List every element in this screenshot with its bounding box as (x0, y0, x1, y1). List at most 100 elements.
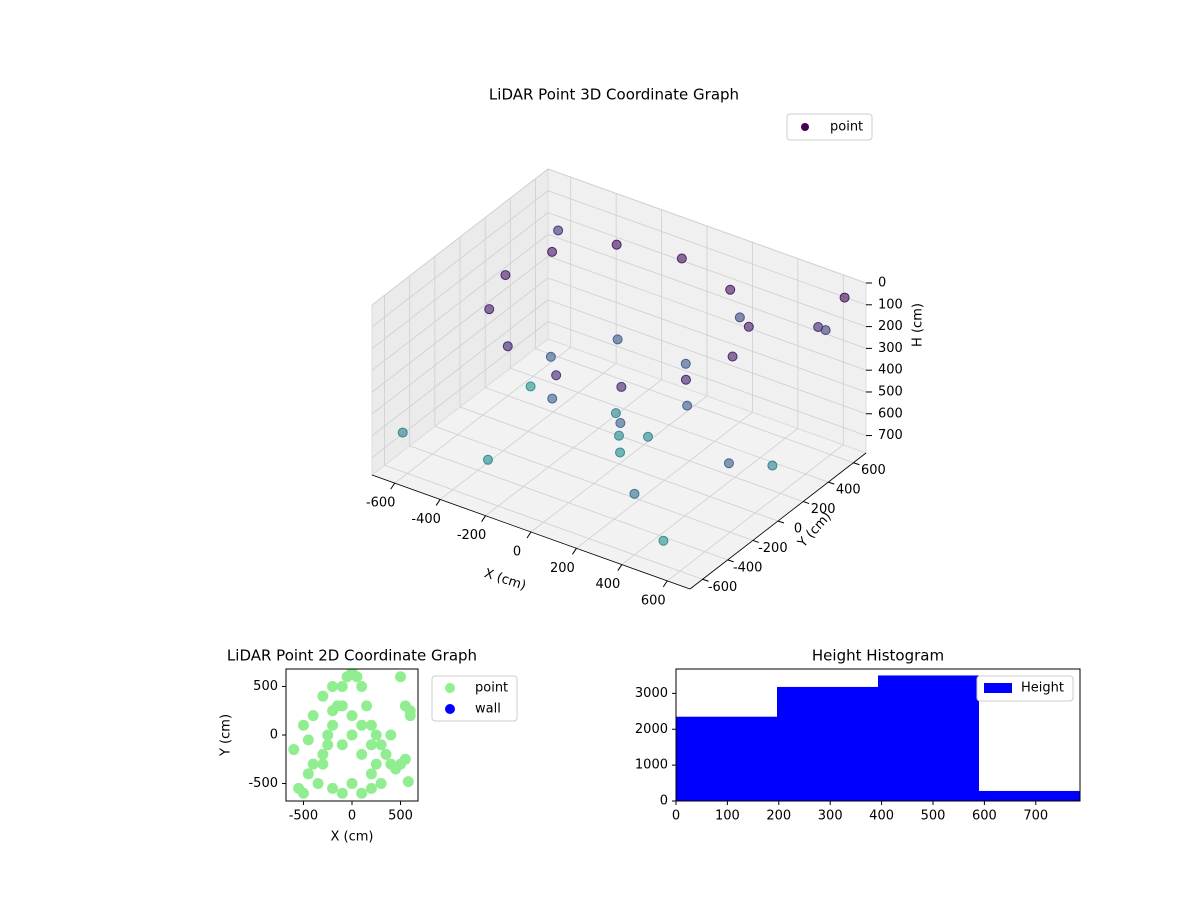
z-tick-label: 500 (878, 384, 903, 399)
grid-line (384, 464, 703, 580)
grid-line (371, 168, 549, 306)
legend-marker (984, 683, 1012, 693)
point (336, 739, 348, 751)
point (680, 358, 691, 369)
legend-label: wall (475, 702, 501, 717)
x-tick (435, 499, 441, 506)
z-tick-label: 200 (878, 319, 903, 334)
legend-label: Height (1021, 681, 1064, 696)
point (676, 253, 687, 264)
point (365, 782, 377, 794)
point (612, 334, 623, 345)
x-tick (526, 531, 532, 539)
point (317, 758, 329, 770)
point (327, 705, 339, 717)
x-tick-label: 0 (348, 809, 356, 824)
point (399, 753, 411, 765)
point (723, 458, 734, 469)
x-tick-label: 0 (513, 545, 521, 560)
grid-line (371, 255, 549, 393)
point (767, 460, 778, 471)
x-tick-label: 400 (869, 809, 894, 824)
point (356, 748, 368, 760)
z-tick-label: 0 (878, 276, 886, 291)
point (525, 381, 536, 392)
y-tick-label: 2000 (635, 722, 668, 737)
z-tick-label: 700 (878, 428, 903, 443)
grid-line (371, 212, 549, 349)
grid-line (547, 277, 867, 393)
x-tick (390, 482, 396, 490)
bar (979, 790, 1080, 801)
point (322, 729, 334, 741)
grid-line (547, 234, 867, 349)
point (380, 748, 392, 760)
point (356, 787, 368, 799)
y-tick-label: 200 (811, 502, 836, 517)
z-axis-label: H (cm) (911, 303, 926, 347)
x-tick-label: 500 (921, 809, 946, 824)
x-tick-label: -600 (366, 496, 396, 511)
point (288, 744, 300, 756)
point (551, 370, 562, 381)
point (346, 778, 358, 790)
y-tick (828, 481, 835, 485)
point (395, 671, 407, 683)
y-tick-label: 0 (660, 794, 668, 809)
point (610, 408, 621, 419)
y-tick-label: -400 (733, 560, 763, 575)
x-tick-label: 200 (550, 561, 575, 576)
point (375, 778, 387, 790)
legend-marker (445, 704, 455, 714)
legend-label: point (830, 120, 863, 135)
point (397, 427, 408, 438)
point (365, 719, 377, 731)
y-tick-label: 1000 (635, 758, 668, 773)
legend-marker (445, 683, 455, 693)
chart-title: LiDAR Point 3D Coordinate Graph (489, 86, 739, 104)
grid-line (371, 299, 549, 437)
y-tick (752, 539, 760, 543)
point (682, 400, 693, 411)
axes-frame (675, 668, 1081, 802)
point (346, 710, 358, 722)
x-axis-label: X (cm) (482, 566, 528, 594)
point (356, 680, 368, 692)
point (317, 690, 329, 702)
point (302, 768, 314, 780)
grid-line (371, 190, 549, 328)
point (404, 710, 416, 722)
y-tick-label: 0 (270, 728, 278, 743)
point (727, 351, 738, 362)
y-tick-label: 3000 (635, 686, 668, 701)
grid-line (371, 234, 549, 371)
y-tick (853, 462, 860, 466)
x-tick-label: 600 (641, 593, 666, 608)
point (336, 787, 348, 799)
y-tick-label: 500 (253, 679, 278, 694)
grid-line (547, 190, 867, 306)
grid-line (459, 406, 779, 522)
point (734, 312, 745, 323)
x-tick-label: 200 (766, 809, 791, 824)
point (375, 739, 387, 751)
point (307, 710, 319, 722)
y-tick (777, 520, 785, 524)
grid-line (535, 348, 854, 464)
point (402, 776, 414, 788)
point (327, 680, 339, 692)
y-tick (802, 501, 810, 505)
x-tick (481, 515, 486, 522)
y-tick-label: -500 (248, 776, 278, 791)
point (327, 782, 339, 794)
grid-line (547, 255, 867, 371)
y-tick (727, 559, 734, 563)
point (614, 430, 624, 441)
point (484, 304, 495, 315)
point (317, 748, 329, 760)
grid-line (434, 426, 753, 541)
grid-line (371, 277, 549, 415)
x-axis-label: X (cm) (331, 830, 374, 845)
point (327, 719, 339, 731)
grid-line (547, 299, 867, 415)
